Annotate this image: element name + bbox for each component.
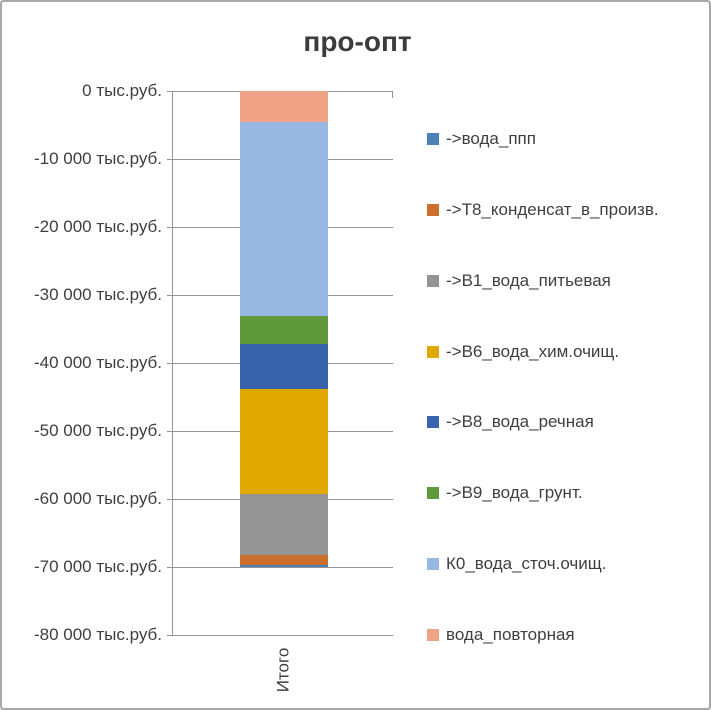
y-axis-tick: [167, 431, 173, 432]
legend-label: К0_вода_сточ.очищ.: [446, 554, 607, 573]
y-axis-tick-label: 0 тыс.руб.: [82, 81, 162, 100]
y-axis-tick-label: -80 000 тыс.руб.: [33, 625, 162, 644]
legend-swatch-icon: [427, 133, 439, 145]
legend-label: ->В6_вода_хим.очищ.: [446, 342, 620, 361]
y-axis-tick: [167, 91, 173, 92]
y-axis-tick-label: -30 000 тыс.руб.: [33, 285, 162, 304]
legend-item: ->вода_ппп: [427, 128, 536, 150]
legend-label: ->В9_вода_грунт.: [446, 483, 583, 502]
legend-item: К0_вода_сточ.очищ.: [427, 553, 606, 575]
y-axis-tick-label: -70 000 тыс.руб.: [33, 557, 162, 576]
stacked-bar: [240, 91, 328, 567]
legend-label: ->Т8_конденсат_в_произв.: [446, 200, 659, 219]
y-axis-tick-label: -40 000 тыс.руб.: [33, 353, 162, 372]
y-axis-tick: [167, 295, 173, 296]
y-axis-tick: [167, 227, 173, 228]
legend-label: ->вода_ппп: [446, 129, 536, 148]
legend-label: вода_повторная: [446, 625, 575, 644]
bar-segment-->В1_вода_питьевая: [240, 493, 328, 555]
category-label-text: Итого: [273, 647, 292, 693]
legend-item: ->В1_вода_питьевая: [427, 270, 611, 292]
bar-segment-К0_вода_сточ.очищ.: [240, 122, 328, 317]
x-axis-category-label: Итого: [173, 641, 393, 699]
legend-swatch-icon: [427, 558, 439, 570]
legend-swatch-icon: [427, 275, 439, 287]
category-axis-tick: [172, 91, 173, 98]
y-axis-tick: [167, 567, 173, 568]
y-axis-tick: [167, 635, 173, 636]
y-axis-tick-label: -10 000 тыс.руб.: [33, 149, 162, 168]
legend-item: ->В6_вода_хим.очищ.: [427, 341, 619, 363]
legend-item: вода_повторная: [427, 624, 575, 646]
gridline: [173, 567, 393, 568]
bar-segment-->вода_ппп: [240, 564, 328, 567]
y-axis-tick-label: -60 000 тыс.руб.: [33, 489, 162, 508]
bar-segment-->В6_вода_хим.очищ.: [240, 388, 328, 494]
bar-segment-->В8_вода_речная: [240, 343, 328, 389]
y-axis-tick-label: -20 000 тыс.руб.: [33, 217, 162, 236]
legend-swatch-icon: [427, 487, 439, 499]
legend-label: ->В8_вода_речная: [446, 412, 594, 431]
legend-swatch-icon: [427, 346, 439, 358]
y-axis-tick: [167, 159, 173, 160]
gridline: [173, 635, 393, 636]
plot-area: [173, 91, 393, 636]
legend-swatch-icon: [427, 629, 439, 641]
legend-swatch-icon: [427, 416, 439, 428]
legend-item: ->В8_вода_речная: [427, 411, 594, 433]
bar-segment-->В9_вода_грунт.: [240, 316, 328, 344]
legend-label: ->В1_вода_питьевая: [446, 271, 611, 290]
legend-item: ->Т8_конденсат_в_произв.: [427, 199, 659, 221]
y-axis-tick: [167, 363, 173, 364]
category-axis-tick: [392, 91, 393, 98]
y-axis-tick-label: -50 000 тыс.руб.: [33, 421, 162, 440]
y-axis-tick: [167, 499, 173, 500]
legend-item: ->В9_вода_грунт.: [427, 482, 583, 504]
legend-swatch-icon: [427, 204, 439, 216]
chart-title: про-опт: [303, 26, 412, 57]
bar-segment-вода_повторная: [240, 91, 328, 123]
y-axis-line: [172, 91, 173, 636]
bar-segment-->Т8_конденсат_в_произв.: [240, 554, 328, 565]
